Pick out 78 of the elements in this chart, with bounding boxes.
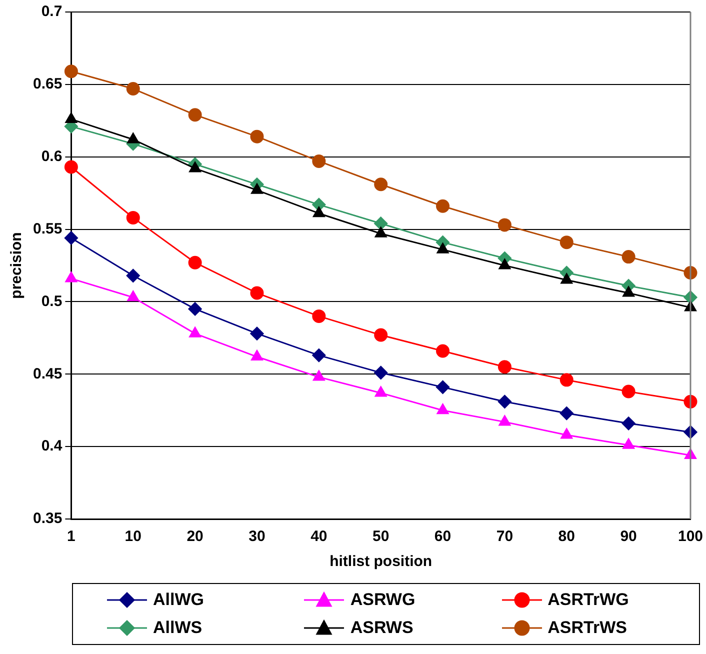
point <box>189 162 201 172</box>
point <box>498 258 511 270</box>
x-tick-label: 20 <box>186 528 204 546</box>
y-tick-label: 0.55 <box>32 220 62 238</box>
point <box>251 183 263 194</box>
point <box>560 236 574 250</box>
point <box>436 380 450 394</box>
legend-label: ASRTrWG <box>548 590 629 610</box>
point <box>622 416 636 430</box>
point <box>560 428 573 439</box>
x-tick-label: 90 <box>620 528 637 546</box>
point <box>622 384 636 398</box>
y-tick-label: 0.65 <box>32 76 62 93</box>
point <box>312 309 326 323</box>
y-tick-label: 0.5 <box>41 292 62 310</box>
point <box>622 438 635 449</box>
x-axis-title: hitlist position <box>330 553 432 570</box>
legend-label: ASRWG <box>350 590 416 610</box>
point <box>64 231 78 245</box>
point <box>622 250 636 264</box>
y-tick-label: 0.4 <box>41 438 63 455</box>
legend-label: AllWG <box>153 590 204 610</box>
point <box>498 415 511 426</box>
point <box>189 326 201 338</box>
point <box>126 210 140 224</box>
point <box>250 326 264 340</box>
point <box>251 350 263 361</box>
point <box>374 226 387 238</box>
x-tick-label: 40 <box>310 528 328 546</box>
y-axis-title: precision <box>8 232 26 299</box>
point <box>436 199 450 213</box>
point <box>436 242 449 254</box>
point <box>312 154 326 168</box>
point <box>374 178 388 192</box>
point <box>374 386 387 397</box>
point <box>126 268 140 282</box>
point <box>622 286 635 297</box>
point <box>560 373 574 387</box>
point <box>64 64 78 78</box>
point <box>560 273 573 284</box>
point <box>498 360 512 374</box>
point <box>498 394 512 408</box>
x-tick-label: 100 <box>678 528 703 546</box>
point <box>560 406 574 420</box>
point <box>126 82 140 96</box>
point <box>250 130 264 144</box>
x-tick-label: 80 <box>558 528 575 546</box>
point <box>65 112 78 123</box>
legend-label: AllWS <box>153 618 202 638</box>
x-tick-label: 1 <box>67 528 76 546</box>
x-tick-label: 10 <box>124 528 142 546</box>
point <box>436 404 449 414</box>
x-tick-label: 30 <box>248 528 266 546</box>
x-tick-label: 60 <box>434 528 452 546</box>
y-tick-label: 0.35 <box>32 510 62 528</box>
legend-label: ASRTrWS <box>548 618 627 638</box>
point <box>374 328 388 342</box>
point <box>312 370 325 381</box>
point <box>65 272 78 282</box>
point <box>127 290 140 302</box>
point <box>188 108 202 122</box>
point <box>188 302 202 316</box>
point <box>374 216 388 230</box>
y-tick-label: 0.6 <box>41 148 62 165</box>
point <box>127 132 140 144</box>
point <box>188 256 202 270</box>
point <box>250 286 264 300</box>
point <box>374 366 388 380</box>
y-tick-label: 0.45 <box>32 365 62 382</box>
x-tick-label: 50 <box>372 528 390 546</box>
legend-label: ASRWS <box>350 618 414 638</box>
y-tick-label: 0.7 <box>41 3 62 20</box>
x-tick-label: 70 <box>496 528 514 546</box>
point <box>64 160 78 174</box>
point <box>498 218 512 232</box>
point <box>312 206 325 218</box>
point <box>312 348 326 362</box>
point <box>436 344 450 358</box>
